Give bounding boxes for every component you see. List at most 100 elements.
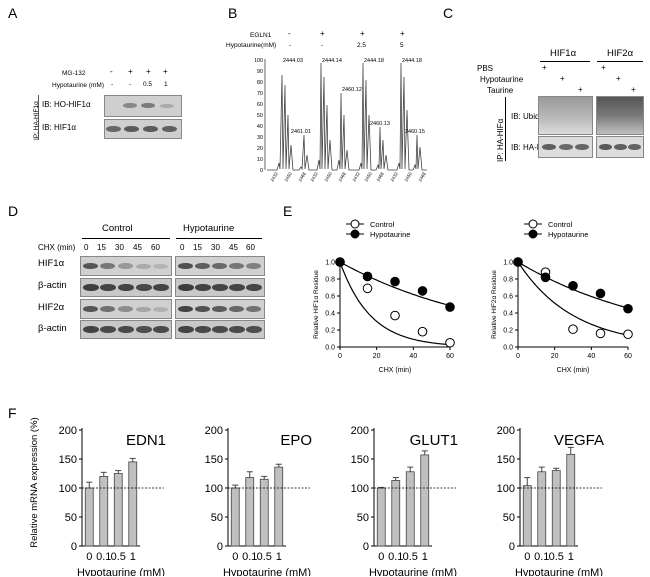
blot-row-label: β-actin [38,280,67,291]
hypotaurine-value: 0.5 [143,81,153,88]
spectra-y-tick: 20 [257,146,263,152]
panel-f-letter: F [8,405,17,421]
mg132-sign: + [146,67,151,76]
data-point [445,337,455,348]
y-tick-label: 0.2 [325,328,335,335]
bar [99,476,109,547]
data-point [390,276,400,287]
bar [391,480,401,547]
blot-ubiquitin-hif1 [538,96,593,135]
y-tick-label: 0.8 [503,277,513,284]
blot-hif1a-hypotaurine [175,256,265,276]
x-tick-label: 0.5 [403,551,418,563]
data-point [595,288,606,299]
blot-actin-hypotaurine-1 [175,278,265,297]
blot-actin-control-2 [80,320,172,339]
peak-label: 2460.15 [405,129,425,135]
y-tick-label: 100 [351,483,369,495]
control-label: Control [102,223,133,234]
y-tick-label: 0.8 [325,277,335,284]
spectra-y-tick: 80 [257,80,263,86]
hypotaurine-label-d: Hypotaurine [183,223,235,234]
data-point [417,326,428,337]
spectra-y-tick: 70 [257,91,263,97]
blot-hif2a-control [80,299,172,319]
spectra-x-tick: 2432 [270,171,280,183]
chart-epo: 0 50 100 150 200 0 0.1 0.5 1 EPO Hypotaurine (mM) [205,425,312,576]
egln1-sign: - [288,29,291,38]
time-label: 15 [97,243,106,252]
y-tick-label: 150 [205,454,223,466]
condition-sign: + [542,63,547,72]
spectra-y-tick: 30 [257,135,263,141]
y-axis-label: Relative HIF1α Residue [313,270,320,339]
x-tick-label: 1 [568,551,574,563]
y-tick-label: 0.0 [325,345,335,352]
mg132-sign: + [163,67,168,76]
x-tick-label: 0 [524,551,530,563]
x-tick-label: 0.5 [257,551,272,563]
x-tick-label: 0.1 [242,551,257,563]
x-tick-label: 0 [338,353,342,360]
x-tick-label: 0.5 [111,551,126,563]
data-point [390,310,400,321]
data-point [623,329,633,340]
data-point [362,283,373,294]
data-point [335,257,345,267]
x-axis-label: Hypotaurine (mM) [77,567,165,576]
y-tick-label: 150 [59,454,77,466]
condition-label: Hypotaurine [480,75,524,84]
legend-marker [528,219,538,229]
y-tick-label: 100 [205,483,223,495]
peak-label: 2444.03 [283,58,303,64]
data-point [540,272,551,283]
blot-ha-hif2 [596,136,644,158]
hypotaurine-label-b: Hypotaurine(mM) [226,42,277,49]
x-tick-label: 1 [422,551,428,563]
blot-ubiquitin-hif2 [596,96,644,135]
hypotaurine-value: - [111,81,114,88]
x-tick-label: 0 [516,353,520,360]
bar [566,453,576,547]
spectra-x-tick: 2450 [284,171,294,183]
spectra-x-tick: 2468 [298,171,308,183]
spectra-x-tick: 2468 [418,171,428,183]
spectra-x-tick: 2432 [310,171,320,183]
spectrum-trace [267,74,311,171]
spectrum-trace [311,62,353,171]
y-tick-label: 0.6 [503,294,513,301]
ip-label-c: IP: HA-HIFα [496,118,505,162]
bar [230,487,240,547]
mass-spectra: 100 90 80 70 60 50 40 30 20 10 0 2444.03… [255,58,428,183]
x-axis-label: CHX (min) [557,367,590,374]
legend-label: Control [370,220,395,229]
blot-row-label: IB: Ubiquitin [511,112,555,121]
spectra-y-tick: 50 [257,113,263,119]
y-tick-label: 0.0 [503,345,513,352]
x-tick-label: 40 [587,353,595,360]
spectra-x-tick: 2450 [364,171,374,183]
spectra-y-tick: 60 [257,102,263,108]
chart-hif1a-decay: 0.0 0.2 0.4 0.6 0.8 1.0 0 20 40 60 CHX (min) Relati… [313,219,455,374]
time-label: 30 [115,243,124,252]
egln1-sign: + [320,29,325,38]
hypotaurine-label-a: Hypotaurine (mM) [52,82,105,89]
bar [259,478,269,547]
blot-row-label: HIF1α [38,258,65,269]
blot-row-label: IB: HIF1α [42,123,76,132]
time-label: 60 [246,243,255,252]
bar [537,471,547,547]
y-tick-label: 0.4 [325,311,335,318]
egln1-sign: + [400,29,405,38]
y-tick-label: 200 [205,425,223,437]
blot-hif1a [104,119,182,139]
data-point [568,324,578,334]
condition-sign: + [578,85,583,94]
time-label: 45 [133,243,142,252]
y-tick-label: 0.4 [503,311,513,318]
spectrum-trace [392,62,427,171]
spectra-x-tick: 2450 [404,171,414,183]
data-point [623,303,633,314]
y-tick-label: 0 [509,541,515,553]
time-label: 15 [193,243,202,252]
